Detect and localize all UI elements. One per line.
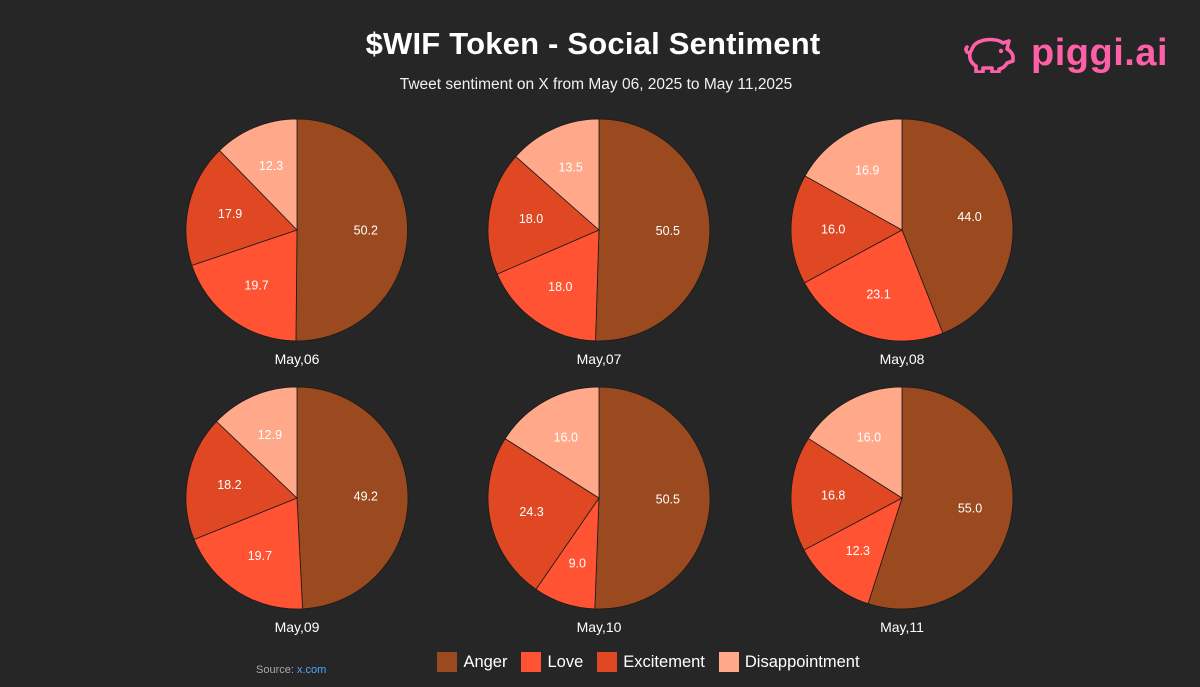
pie-slice-love xyxy=(193,497,303,610)
pie-slice-anger xyxy=(296,386,409,610)
pie-slice-anger xyxy=(867,386,1014,610)
legend-swatch-excitement xyxy=(597,652,618,672)
legend-label-love: Love xyxy=(547,652,584,671)
slice-value-label: 24.3 xyxy=(519,505,543,519)
slice-value-label: 16.0 xyxy=(857,431,881,445)
source-label: Source: xyxy=(256,664,294,676)
source-note: Source: x.com xyxy=(256,664,326,676)
pie-slice-love xyxy=(803,497,903,605)
slice-value-label: 19.7 xyxy=(244,279,268,293)
pie-slice-anger xyxy=(594,386,711,610)
slice-value-label: 50.5 xyxy=(656,492,680,506)
slice-value-label: 55.0 xyxy=(958,502,982,516)
pie-slice-love xyxy=(803,229,944,342)
slice-value-label: 16.9 xyxy=(855,164,879,178)
legend-item-disappointment: Disappointment xyxy=(718,652,860,672)
pie-chart: 55.0 12.3 16.8 16.0 May,11 xyxy=(790,386,1014,635)
legend-item-anger: Anger xyxy=(437,652,507,672)
pie-slice-disappointment xyxy=(215,386,298,499)
legend-swatch-anger xyxy=(437,652,458,672)
pie-slice-excitement xyxy=(487,438,600,590)
slice-value-label: 19.7 xyxy=(248,549,272,563)
pie-slice-disappointment xyxy=(807,386,903,499)
pie-chart: 50.5 9.0 24.3 16.0 May,10 xyxy=(487,386,711,635)
legend-label-disappointment: Disappointment xyxy=(744,652,860,671)
pie-date-label: May,09 xyxy=(275,619,320,635)
slice-value-label: 17.9 xyxy=(218,207,242,221)
pie-chart: 50.2 19.7 17.9 12.3 May,06 xyxy=(185,118,408,367)
pie-slice-excitement xyxy=(185,420,298,541)
legend-swatch-disappointment xyxy=(718,652,739,672)
pie-chart: 50.5 18.0 18.0 13.5 May,07 xyxy=(487,118,711,367)
pie-slice-anger xyxy=(595,118,711,342)
pie-date-label: May,11 xyxy=(880,619,924,635)
slice-value-label: 16.0 xyxy=(821,223,845,237)
pie-slice-excitement xyxy=(790,437,903,551)
pie-slice-excitement xyxy=(185,149,298,266)
legend-label-excitement: Excitement xyxy=(623,652,705,671)
slice-value-label: 18.0 xyxy=(548,280,572,294)
slice-value-label: 9.0 xyxy=(569,556,586,570)
brand-name: piggi.ai xyxy=(1031,31,1168,74)
pig-icon xyxy=(964,37,1015,73)
pie-slice-anger xyxy=(295,118,408,342)
slice-value-label: 18.0 xyxy=(519,212,543,226)
slice-value-label: 12.3 xyxy=(846,544,870,558)
slice-value-label: 12.9 xyxy=(258,428,282,442)
pie-slice-disappointment xyxy=(504,386,600,499)
slice-value-label: 44.0 xyxy=(957,210,981,224)
slice-value-label: 16.0 xyxy=(554,431,578,445)
chart-title: $WIF Token - Social Sentiment xyxy=(365,26,821,61)
pie-slice-love xyxy=(496,229,600,342)
legend-swatch-love xyxy=(521,652,542,672)
pie-date-label: May,10 xyxy=(577,619,622,635)
legend-item-love: Love xyxy=(521,652,583,672)
source-link[interactable]: x.com xyxy=(296,664,327,676)
pie-slice-disappointment xyxy=(515,118,600,231)
slice-value-label: 13.5 xyxy=(559,160,583,174)
pie-slice-disappointment xyxy=(219,118,298,231)
pie-chart: 49.2 19.7 18.2 12.9 May,09 xyxy=(185,386,409,635)
legend-item-excitement: Excitement xyxy=(597,652,705,672)
slice-value-label: 50.2 xyxy=(354,223,378,237)
brand-logo: piggi.ai xyxy=(963,28,1168,78)
slice-value-label: 16.8 xyxy=(821,488,845,502)
slice-value-label: 12.3 xyxy=(259,159,283,173)
pie-date-label: May,07 xyxy=(577,351,622,367)
pie-slice-excitement xyxy=(487,156,600,275)
pie-slice-anger xyxy=(901,118,1014,334)
legend-label-anger: Anger xyxy=(463,652,508,671)
slice-value-label: 50.5 xyxy=(656,224,680,238)
pie-slice-excitement xyxy=(790,175,903,284)
pie-date-label: May,08 xyxy=(880,351,925,367)
chart-subtitle: Tweet sentiment on X from May 06, 2025 t… xyxy=(399,76,793,93)
slice-value-label: 23.1 xyxy=(866,288,890,302)
pie-slice-love xyxy=(191,229,298,342)
slice-value-label: 49.2 xyxy=(354,489,378,503)
pie-chart: 44.0 23.1 16.0 16.9 May,08 xyxy=(790,118,1014,367)
pie-date-label: May,06 xyxy=(275,351,320,367)
pie-slice-disappointment xyxy=(804,118,903,231)
slice-value-label: 18.2 xyxy=(217,478,241,492)
legend: Anger Love Excitement Disappointment xyxy=(0,652,1200,672)
